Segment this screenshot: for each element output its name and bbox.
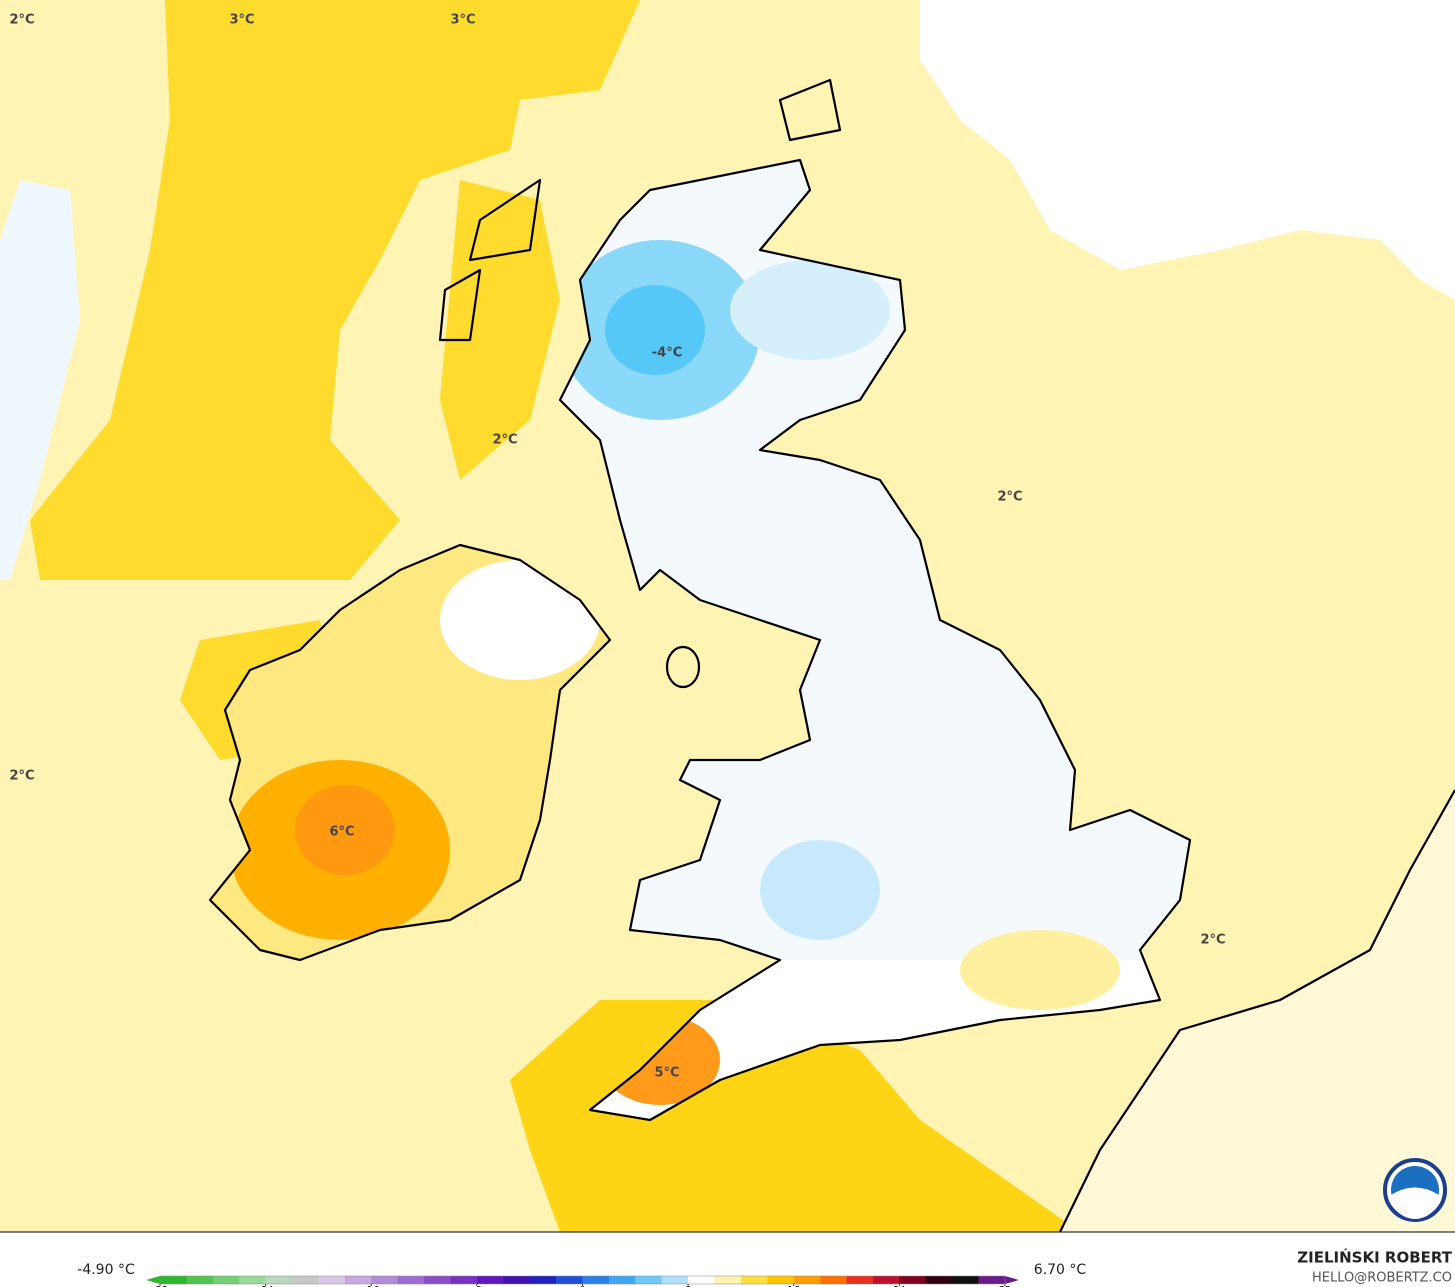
- tick-label: 0: [579, 1285, 585, 1287]
- warm-area: [295, 785, 395, 875]
- warm-area: [30, 0, 640, 580]
- colorbar-segment: [846, 1276, 874, 1284]
- cold-area: [920, 0, 1455, 300]
- colorbar-segment: [160, 1276, 187, 1284]
- noaa-logo: [1383, 1158, 1447, 1222]
- author: ZIELIŃSKI ROBERT: [1297, 1248, 1452, 1267]
- temp-label: 2°C: [9, 13, 34, 28]
- cold-area: [605, 285, 705, 375]
- colorbar-segment: [661, 1276, 689, 1284]
- colorbar-segment: [476, 1276, 504, 1284]
- colorbar-segment: [424, 1276, 451, 1284]
- colorbar-segment: [714, 1276, 742, 1284]
- cold-area: [760, 840, 880, 940]
- cold-area: [0, 180, 80, 580]
- temp-label: 3°C: [450, 13, 475, 28]
- tick-label: -32: [152, 1285, 168, 1287]
- colorbar-segment: [529, 1276, 557, 1284]
- temp-label: 2°C: [997, 490, 1022, 505]
- colorbar-end: [146, 1276, 160, 1284]
- temp-label: 3°C: [229, 13, 254, 28]
- temp-label: 5°C: [654, 1066, 679, 1081]
- colorbar-segment: [635, 1276, 663, 1284]
- temp-label: -4°C: [652, 346, 682, 361]
- colorbar-segment: [239, 1276, 267, 1284]
- colorbar-segment: [872, 1276, 900, 1284]
- colorbar-segment: [899, 1276, 927, 1284]
- max-label: 6.70 °C: [1034, 1262, 1087, 1278]
- colorbar-segment: [978, 1276, 1006, 1284]
- colorbar-segment: [212, 1276, 240, 1284]
- cold-area: [440, 560, 600, 680]
- colorbar-segment: [820, 1276, 848, 1284]
- colorbar-segment: [740, 1276, 768, 1284]
- colorbar-segment: [582, 1276, 610, 1284]
- colorbar-segment: [344, 1276, 372, 1284]
- colorbar-end: [1005, 1276, 1019, 1284]
- colorbar-segment: [292, 1276, 319, 1284]
- tick-label: 8: [685, 1285, 691, 1287]
- tick-label: -16: [363, 1285, 379, 1287]
- colorbar-segment: [186, 1276, 214, 1284]
- land-continent: [1060, 790, 1455, 1232]
- colorbar-segment: [371, 1276, 399, 1284]
- colorbar-segment: [925, 1276, 953, 1284]
- colorbar-segment: [793, 1276, 821, 1284]
- colorbar-segment: [318, 1276, 346, 1284]
- colorbar-segment: [556, 1276, 583, 1284]
- island: [665, 645, 701, 689]
- colorbar-segment: [952, 1276, 980, 1284]
- tick-label: 32: [999, 1285, 1012, 1287]
- colorbar-segment: [397, 1276, 425, 1284]
- island: [438, 78, 842, 342]
- warm-area: [960, 930, 1120, 1010]
- colorbar-segment: [767, 1276, 795, 1284]
- temp-label: 6°C: [329, 825, 354, 840]
- colorbar-segment: [450, 1276, 478, 1284]
- author-email: HELLO@ROBERTZ.CO: [1312, 1271, 1452, 1286]
- map: 2°C 3°C 3°C 2°C -4°C 2°C 2°C 6°C 5°C 2°C: [0, 0, 1455, 1233]
- tick-label: -24: [257, 1285, 273, 1287]
- warm-area: [440, 180, 560, 480]
- tick-label: 24: [893, 1285, 906, 1287]
- temp-label: 2°C: [9, 769, 34, 784]
- colorbar: -32 -24 -16 -8 0 8 16 24 32: [146, 1275, 1019, 1287]
- coastline: [558, 158, 1192, 1122]
- coastline: [1059, 789, 1455, 1233]
- colorbar-segment: [503, 1276, 531, 1284]
- colorbar-segment: [688, 1276, 716, 1284]
- coastline: [208, 543, 612, 962]
- colorbar-segment: [608, 1276, 636, 1284]
- cold-area: [730, 260, 890, 360]
- tick-label: 16: [787, 1285, 800, 1287]
- min-label: -4.90 °C: [77, 1262, 135, 1278]
- temp-label: 2°C: [1200, 933, 1225, 948]
- tick-label: -8: [472, 1285, 482, 1287]
- temp-label: 2°C: [492, 433, 517, 448]
- colorbar-segment: [265, 1276, 293, 1284]
